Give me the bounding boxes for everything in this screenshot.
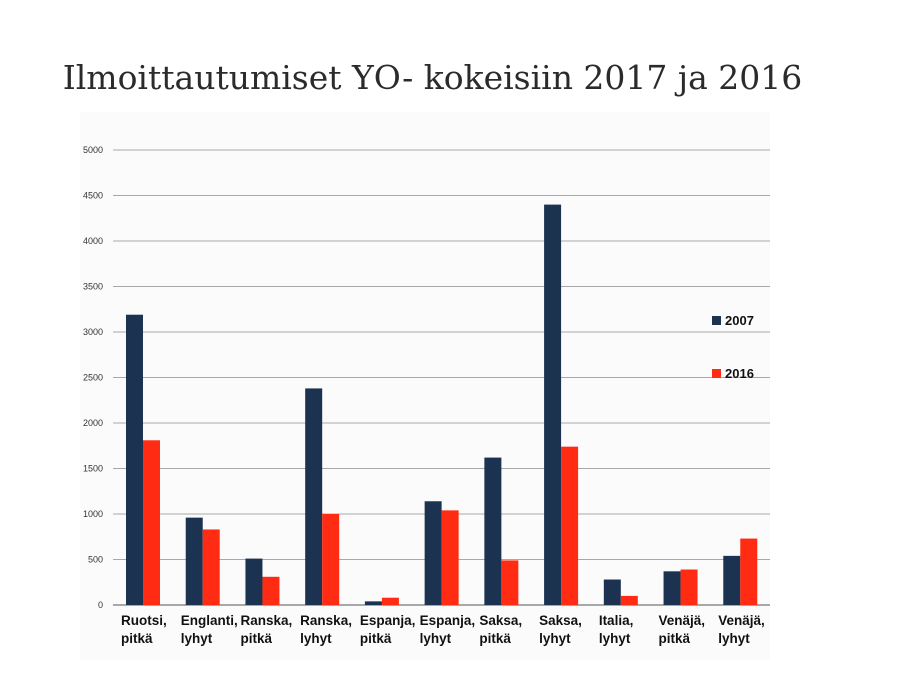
legend: 2007 2016	[712, 313, 754, 381]
bar-2007	[663, 571, 681, 605]
legend-swatch-2016	[712, 369, 721, 378]
y-tick-label: 3000	[83, 327, 103, 337]
legend-swatch-2007	[712, 316, 721, 325]
bar-2007	[424, 501, 442, 605]
legend-label-2016: 2016	[725, 366, 754, 381]
bar-2007	[126, 314, 143, 605]
bar-2007	[603, 579, 621, 605]
bar-2016	[620, 595, 638, 605]
bar-2016	[680, 569, 698, 605]
bar-2007	[484, 457, 502, 605]
bar-2007	[305, 388, 323, 605]
bar-2007	[245, 558, 263, 605]
bar-2016	[143, 440, 160, 605]
x-category-label: Saksa, pitkä	[479, 613, 522, 646]
bar-2016	[202, 529, 220, 605]
bar-2007	[723, 555, 741, 605]
x-category-label: Espanja, lyhyt	[420, 613, 476, 646]
gridlines	[113, 149, 770, 606]
x-category-label: Ruotsi, pitkä	[121, 613, 167, 646]
bar-2016	[322, 514, 340, 605]
y-tick-label: 2000	[83, 418, 103, 428]
y-tick-label: 5000	[83, 145, 103, 155]
bar-2007	[185, 517, 203, 605]
bar-2016	[441, 510, 459, 605]
x-category-label: Englanti, lyhyt	[181, 613, 238, 646]
x-category-label: Venäjä, lyhyt	[718, 613, 765, 646]
chart-title: Ilmoittautumiset YO- kokeisiin 2017 ja 2…	[62, 58, 803, 97]
bar-2016	[501, 560, 519, 605]
y-tick-label: 500	[88, 555, 103, 565]
bar-2016	[740, 538, 758, 605]
y-tick-label: 1000	[83, 509, 103, 519]
bar-2016	[262, 576, 280, 605]
y-axis-ticks: 0 500 1000 1500 2000 2500 3000 3500 4000 4500 5000	[83, 145, 103, 610]
bar-2016	[381, 597, 399, 605]
x-category-label: Espanja, pitkä	[360, 613, 416, 646]
bar-2007	[544, 204, 562, 605]
bars	[126, 204, 758, 605]
x-category-label: Ranska, lyhyt	[300, 613, 352, 646]
bar-2007	[364, 601, 382, 605]
x-category-label: Saksa, lyhyt	[539, 613, 582, 646]
x-category-label: Italia, lyhyt	[599, 613, 634, 646]
y-tick-label: 4000	[83, 236, 103, 246]
y-tick-label: 3500	[83, 282, 103, 292]
y-tick-label: 2500	[83, 373, 103, 383]
x-category-label: Ranska, pitkä	[240, 613, 292, 646]
y-tick-label: 1500	[83, 464, 103, 474]
y-tick-label: 4500	[83, 191, 103, 201]
y-tick-label: 0	[98, 600, 103, 610]
legend-label-2007: 2007	[725, 313, 754, 328]
x-category-label: Venäjä, pitkä	[659, 613, 706, 646]
bar-2016	[561, 446, 579, 605]
